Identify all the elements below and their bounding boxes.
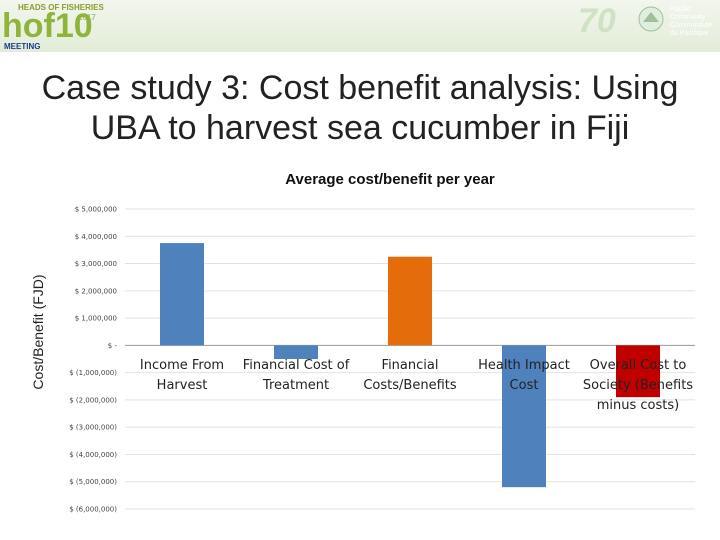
category-label: Overall Cost to (590, 358, 687, 373)
category-label: Health Impact (478, 358, 570, 373)
category-labels: Income From Harvest Financial Cost of Treat… (140, 358, 693, 413)
category-label: minus costs) (597, 398, 679, 413)
y-tick-label: $ 1,000,000 (75, 315, 117, 323)
y-tick-label: $ (4,000,000) (69, 451, 117, 459)
hof-logo-line1: HEADS OF FISHERIES (18, 3, 104, 12)
hof-logo-wordmark: hof10 (2, 7, 93, 45)
spc-name-english: Pacific Community Communauté du Pacifiqu… (670, 6, 712, 38)
slide-title-line2: UBA to harvest sea cucumber in Fiji (90, 109, 630, 147)
spc-name-fr-2: du Pacifique (670, 30, 709, 37)
bars (160, 243, 660, 488)
bar (388, 256, 432, 346)
y-tick-label: $ (2,000,000) (69, 396, 117, 404)
anniversary-mark: 70 (578, 2, 616, 40)
y-tick-label: $ 4,000,000 (75, 233, 117, 241)
category-label: Cost (510, 378, 539, 393)
y-tick-label: $ 3,000,000 (75, 260, 117, 268)
bar (160, 243, 204, 346)
category-label: Society (Benefits (583, 378, 693, 393)
pacific-community-logo: 70 Pacific Community Communauté du Pacif… (570, 0, 720, 52)
hof-logo-meeting: MEETING (4, 42, 41, 51)
y-tick-label: $ (6,000,000) (69, 506, 117, 514)
y-tick-labels: $ 5,000,000 $ 4,000,000 $ 3,000,000 $ 2,000… (69, 206, 117, 514)
hof10-logo: HEADS OF FISHERIES 2017 hof10 MEETING (0, 0, 110, 52)
spc-emblem-icon (638, 6, 664, 32)
y-tick-label: $ (3,000,000) (69, 424, 117, 432)
slide-title-line1: Case study 3: Cost benefit analysis: Usi… (41, 69, 679, 107)
y-tick-label: $ 5,000,000 (75, 206, 117, 214)
category-label: Financial Cost of (243, 358, 350, 373)
bar (616, 345, 660, 398)
spc-name-fr-1: Communauté (670, 22, 713, 29)
chart-title: Average cost/benefit per year (285, 171, 495, 188)
bar (274, 345, 318, 359)
slide-title: Case study 3: Cost benefit analysis: Usi… (0, 68, 720, 148)
hof-logo-year: 2017 (78, 13, 96, 22)
header-banner: HEADS OF FISHERIES 2017 hof10 MEETING 70… (0, 0, 720, 52)
category-label: Treatment (262, 378, 329, 393)
category-label: Costs/Benefits (363, 378, 456, 393)
y-tick-label: $ 2,000,000 (75, 287, 117, 295)
spc-name-en-1: Pacific (670, 6, 691, 13)
y-tick-label: $ - (108, 342, 118, 350)
category-label: Financial (382, 358, 439, 373)
y-tick-label: $ (1,000,000) (69, 369, 117, 377)
spc-name-en-2: Community (670, 14, 706, 21)
category-label: Income From (140, 358, 224, 373)
y-tick-label: $ (5,000,000) (69, 478, 117, 486)
gridlines (125, 208, 695, 510)
category-label: Harvest (157, 378, 208, 393)
bar (502, 345, 546, 488)
